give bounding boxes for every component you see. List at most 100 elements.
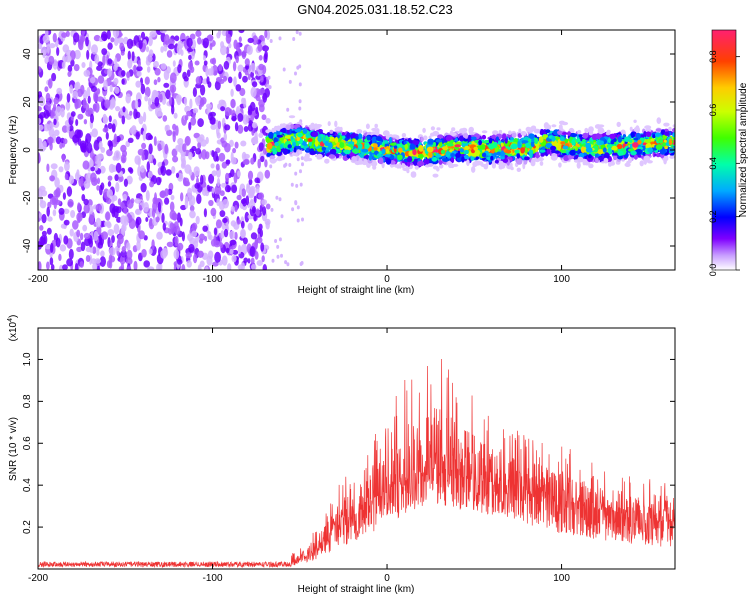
spectrogram-cell bbox=[144, 86, 151, 98]
spectrogram-cell bbox=[46, 227, 52, 235]
spectrogram-cell bbox=[616, 121, 621, 128]
spectrogram-cell bbox=[658, 138, 664, 144]
spectrogram-cell bbox=[203, 60, 208, 66]
spectrogram-cell bbox=[242, 114, 249, 125]
spectrogram-cell bbox=[72, 134, 80, 143]
spectrogram-cell bbox=[230, 88, 234, 97]
spectrogram-cell bbox=[234, 204, 238, 213]
spectrogram-cell bbox=[116, 216, 122, 223]
spectrogram-cell bbox=[86, 87, 91, 98]
spectrogram-cell bbox=[55, 136, 62, 145]
spectrogram-cell bbox=[656, 153, 660, 158]
spectrogram-cell bbox=[294, 71, 297, 76]
spectrogram-cell bbox=[194, 182, 200, 189]
spectrogram-cell bbox=[524, 156, 530, 161]
spectrogram-cell bbox=[425, 158, 430, 165]
y-tick-label: 1.0 bbox=[22, 352, 33, 366]
spectrogram-cell bbox=[577, 129, 582, 135]
spectrogram-cell bbox=[101, 231, 108, 240]
spectrogram-cell bbox=[633, 137, 639, 141]
spectrogram-cell bbox=[463, 149, 469, 155]
spectrogram-cell bbox=[328, 154, 336, 159]
spectrogram-cell bbox=[53, 118, 57, 126]
spectrogram-cell bbox=[195, 83, 202, 89]
spectrogram-cell bbox=[467, 134, 472, 142]
spectrogram-cell bbox=[181, 264, 186, 270]
spectrogram-cell bbox=[384, 154, 391, 158]
spectrogram-cell bbox=[388, 134, 393, 139]
spectrogram-cell bbox=[633, 119, 637, 124]
spectrogram-cell bbox=[296, 157, 300, 162]
spectrogram-cell bbox=[257, 192, 265, 200]
spectrogram-cell bbox=[224, 124, 231, 131]
spectrogram-cell bbox=[445, 135, 453, 142]
spectrogram-cell bbox=[481, 152, 487, 158]
spectrogram-cell bbox=[224, 142, 231, 153]
spectrogram-cell bbox=[188, 121, 192, 131]
spectrogram-cell bbox=[276, 244, 280, 249]
spectrogram-cell bbox=[418, 153, 424, 159]
spectrogram-cell bbox=[260, 242, 265, 252]
spectrogram-cell bbox=[163, 69, 170, 81]
spectrogram-cell bbox=[334, 127, 342, 132]
spectrogram-cell bbox=[247, 73, 251, 81]
spectrogram-cell bbox=[278, 140, 282, 145]
spectrogram-cell bbox=[219, 210, 226, 218]
spectrogram-cell bbox=[40, 46, 48, 56]
spectrogram-cell bbox=[401, 164, 406, 168]
spectrogram-cell bbox=[475, 156, 479, 160]
spectrogram-cell bbox=[82, 97, 87, 109]
spectrogram-cell bbox=[184, 198, 189, 210]
spectrogram-cell bbox=[268, 85, 272, 90]
spectrogram-cell bbox=[292, 37, 296, 41]
spectrogram-cell bbox=[528, 149, 534, 155]
spectrogram-cell bbox=[192, 107, 199, 114]
spectrogram-cell bbox=[244, 211, 250, 223]
spectrogram-cell bbox=[38, 185, 46, 192]
spectrogram-cell bbox=[189, 98, 193, 109]
spectrogram-cell bbox=[188, 151, 193, 160]
spectrogram-cell bbox=[451, 127, 456, 132]
spectrogram-cell bbox=[145, 190, 150, 202]
spectrogram-cell bbox=[668, 139, 673, 146]
spectrogram-cell bbox=[56, 87, 63, 95]
spectrogram-cell bbox=[446, 143, 454, 147]
spectrogram-cell bbox=[75, 119, 79, 126]
spectrogram-cell bbox=[67, 71, 72, 77]
spectrogram-cell bbox=[160, 46, 164, 53]
spectrogram-cell bbox=[94, 165, 99, 171]
spectrogram-cell bbox=[183, 181, 191, 187]
spectrogram-cell bbox=[478, 161, 484, 166]
spectrogram-cell bbox=[423, 135, 428, 141]
spectrogram-cell bbox=[77, 137, 82, 146]
spectrogram-cell bbox=[597, 127, 605, 135]
spectrogram-cell bbox=[143, 111, 147, 123]
spectrogram-cell bbox=[62, 44, 70, 53]
spectrogram-cell bbox=[179, 217, 183, 227]
spectrogram-cell bbox=[230, 205, 235, 212]
spectrogram-cell bbox=[110, 37, 115, 43]
spectrogram-cell bbox=[59, 244, 67, 252]
spectrogram-cell bbox=[176, 43, 182, 55]
spectrogram-cell bbox=[234, 231, 238, 240]
spectrogram-cell bbox=[543, 122, 550, 130]
spectrogram-cell bbox=[607, 147, 613, 154]
spectrogram-cell bbox=[144, 95, 149, 102]
spectrogram-cell bbox=[403, 140, 407, 145]
spectrogram-cell bbox=[301, 162, 304, 167]
spectrogram-cell bbox=[189, 210, 196, 219]
spectrogram-cell bbox=[617, 136, 623, 143]
spectrogram-cell bbox=[520, 131, 527, 136]
spectrogram-cell bbox=[258, 223, 263, 231]
spectrogram-cell bbox=[113, 208, 119, 219]
spectrogram-cell bbox=[145, 217, 149, 222]
spectrogram-cell bbox=[258, 88, 266, 96]
spectrogram-cell bbox=[188, 169, 193, 176]
spectrogram-cell bbox=[138, 40, 143, 50]
spectrogram-cell bbox=[231, 184, 238, 194]
spectrogram-cell bbox=[258, 63, 265, 71]
spectrogram-cell bbox=[96, 65, 103, 71]
spectrogram-cell bbox=[79, 232, 84, 241]
spectrogram-cell bbox=[278, 237, 282, 242]
x-tick-label: 0 bbox=[384, 274, 390, 285]
